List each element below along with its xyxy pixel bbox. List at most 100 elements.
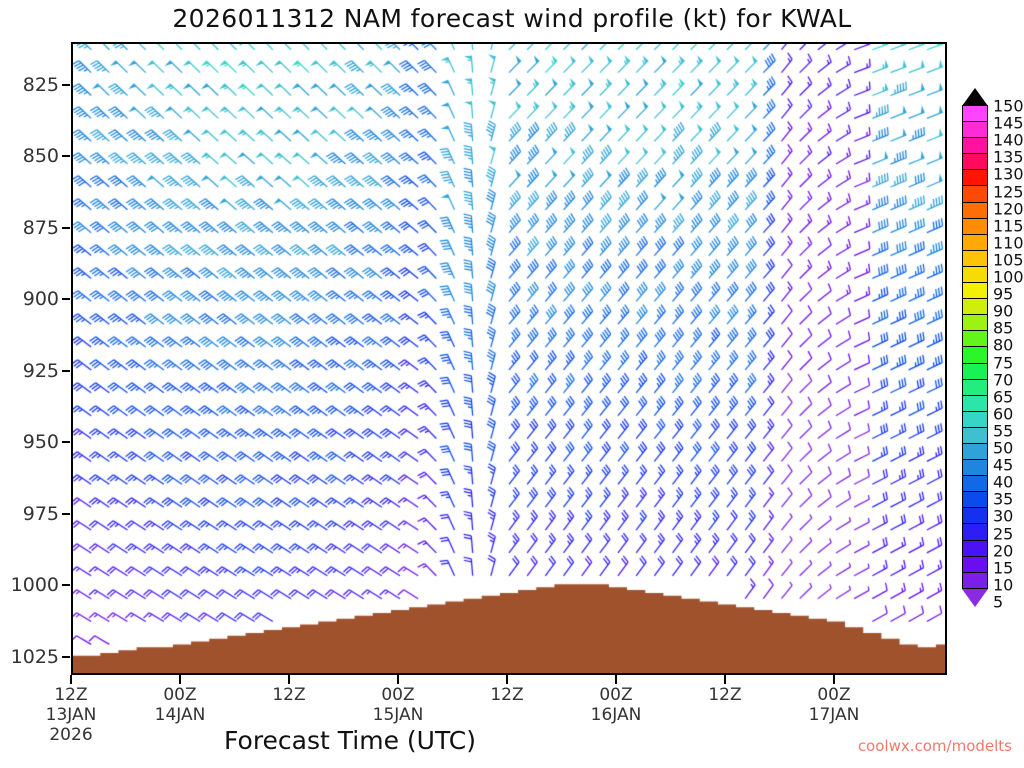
colorbar-tick-label: 125 [993, 182, 1024, 201]
colorbar-cell [962, 298, 988, 316]
wind-profile-plot [71, 42, 947, 675]
y-axis: 825 850 875 900 925 950 975 1000 1025 [0, 42, 71, 675]
colorbar-tick-label: 70 [993, 370, 1014, 390]
colorbar-cell [962, 233, 988, 251]
colorbar-tick-label: 145 [993, 113, 1024, 133]
colorbar-tick-label: 55 [993, 421, 1014, 441]
x-axis: 12Z 13JAN 2026 00Z 14JAN 12Z 00Z 15JAN 12Z 00Z 16J… [46, 675, 947, 755]
colorbar-tick-label: 25 [993, 524, 1014, 543]
x-tick-hour: 12Z [490, 685, 524, 705]
colorbar-top-arrow-icon [962, 88, 988, 106]
x-tick-date: 16JAN [590, 705, 642, 725]
colorbar-tick-label: 110 [993, 233, 1024, 253]
colorbar-tick-label: 140 [993, 130, 1024, 150]
y-axis-tick-mark [62, 155, 70, 158]
wind-speed-colorbar: 150 145 140 135 130 125 120 115 110 105 100 95 90 85 8… [962, 88, 1024, 658]
colorbar-tick-label: 60 [993, 404, 1014, 424]
colorbar-cell [962, 330, 988, 348]
x-tick-hour: 00Z [599, 685, 633, 705]
y-axis-tick-label: 925 [22, 359, 59, 382]
x-axis-title: Forecast Time (UTC) [224, 726, 476, 755]
x-tick-year: 2026 [49, 725, 93, 745]
x-axis-tick-label: 00Z 15JAN [373, 685, 424, 725]
y-axis-tick-label: 825 [22, 73, 59, 96]
x-axis-tick-mark [179, 675, 181, 684]
x-axis-tick-mark [288, 675, 290, 684]
watermark: coolwx.com/modelts [857, 737, 1012, 755]
colorbar-tick-label: 65 [993, 387, 1014, 407]
x-axis-tick-label: 12Z 13JAN 2026 [46, 685, 97, 745]
colorbar-cell [962, 105, 988, 123]
y-axis-tick-label: 950 [22, 431, 59, 454]
colorbar-cell [962, 137, 988, 155]
x-tick-date: 13JAN [45, 705, 97, 725]
x-axis-tick-mark [506, 675, 508, 684]
colorbar-cell [962, 571, 988, 589]
colorbar-cell [962, 459, 988, 477]
colorbar-cell [962, 217, 988, 235]
colorbar-tick-label: 80 [993, 335, 1014, 355]
x-axis-tick-mark [397, 675, 399, 684]
colorbar-cell [962, 346, 988, 364]
x-axis-tick-mark [833, 675, 835, 684]
y-axis-tick-label: 1025 [10, 645, 59, 668]
x-tick-date: 14JAN [154, 705, 206, 725]
colorbar-cell [962, 426, 988, 444]
y-axis-tick-mark [62, 512, 70, 515]
colorbar-tick-label: 10 [993, 575, 1014, 595]
colorbar-tick-label: 120 [993, 199, 1024, 219]
colorbar-cell [962, 378, 988, 396]
colorbar-tick-label: 135 [993, 147, 1024, 167]
y-axis-tick-label: 900 [22, 288, 59, 311]
y-axis-tick-mark [62, 298, 70, 301]
colorbar-cell [962, 121, 988, 139]
x-axis-tick-label: 00Z 14JAN [155, 685, 206, 725]
colorbar-cell [962, 442, 988, 461]
y-axis-tick-mark [62, 584, 70, 587]
colorbar-tick-label: 40 [993, 472, 1014, 492]
colorbar-cell [962, 314, 988, 332]
x-tick-hour: 12Z [272, 685, 306, 705]
colorbar-cell [962, 362, 988, 380]
colorbar-cell [962, 394, 988, 412]
x-tick-hour: 00Z [163, 685, 197, 705]
x-axis-tick-label: 12Z [272, 685, 305, 705]
colorbar-cell [962, 153, 988, 171]
colorbar-cell [962, 185, 988, 203]
colorbar-tick-label: 100 [993, 267, 1024, 287]
colorbar-cell [962, 265, 988, 284]
x-axis-tick-label: 00Z 17JAN [809, 685, 860, 725]
colorbar-cells [962, 105, 988, 589]
x-tick-date: 17JAN [808, 705, 860, 725]
colorbar-tick-label: 95 [993, 284, 1014, 304]
y-axis-tick-mark [62, 655, 70, 658]
colorbar-bottom-arrow-icon [962, 589, 988, 607]
y-axis-tick-mark [62, 369, 70, 372]
colorbar-cell [962, 410, 988, 428]
page-title: 2026011312 NAM forecast wind profile (kt… [172, 4, 852, 33]
colorbar-cell [962, 201, 988, 219]
y-axis-tick-mark [62, 226, 70, 229]
colorbar-tick-label: 30 [993, 506, 1014, 526]
colorbar-tick-label: 5 [993, 592, 1004, 612]
colorbar-cell [962, 169, 988, 187]
colorbar-cell [962, 249, 988, 267]
colorbar-tick-label: 75 [993, 353, 1014, 372]
x-axis-tick-mark [724, 675, 726, 684]
colorbar-cell [962, 555, 988, 573]
colorbar-tick-label: 50 [993, 438, 1014, 458]
x-tick-hour: 00Z [381, 685, 415, 705]
x-axis-tick-label: 12Z [490, 685, 523, 705]
x-axis-tick-mark [70, 675, 72, 684]
x-axis-tick-mark [615, 675, 617, 684]
colorbar-tick-label: 45 [993, 455, 1014, 475]
colorbar-tick-label: 85 [993, 318, 1014, 338]
x-axis-tick-label: 00Z 16JAN [591, 685, 642, 725]
wind-barb-field [73, 44, 945, 673]
colorbar-cell [962, 282, 988, 300]
y-axis-tick-mark [62, 441, 70, 444]
colorbar-tick-label: 105 [993, 250, 1024, 270]
y-axis-tick-mark [62, 83, 70, 86]
colorbar-cell [962, 507, 988, 525]
colorbar-tick-label: 150 [993, 96, 1024, 116]
